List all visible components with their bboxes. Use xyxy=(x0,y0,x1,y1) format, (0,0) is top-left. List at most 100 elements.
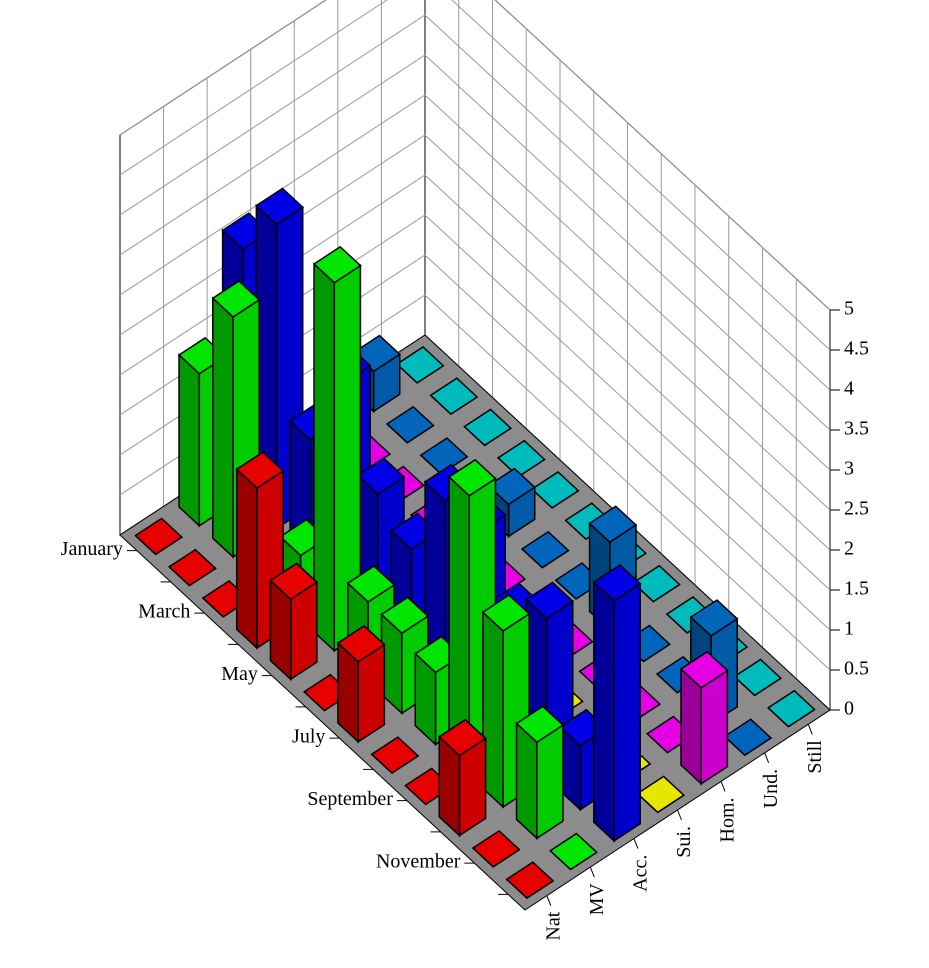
bar-top xyxy=(168,548,217,587)
z-tick-label: 1 xyxy=(844,618,854,640)
bar-side xyxy=(212,296,234,559)
bar-side xyxy=(680,667,702,786)
bar-top xyxy=(588,505,638,544)
bar-top xyxy=(636,775,686,814)
row-label: November xyxy=(376,851,461,873)
bar xyxy=(395,346,445,384)
bar xyxy=(312,245,362,653)
bar-side xyxy=(515,721,538,840)
z-tick-label: 3.5 xyxy=(844,418,869,440)
bar-top xyxy=(235,451,285,489)
z-tick-label: 0.5 xyxy=(844,658,869,680)
bar xyxy=(679,650,729,786)
bar-top xyxy=(515,705,565,744)
bar-top xyxy=(447,458,497,497)
grid-line xyxy=(119,0,831,311)
bar xyxy=(723,718,773,757)
col-tick xyxy=(764,752,770,764)
bar-top xyxy=(592,564,642,602)
row-label: September xyxy=(307,788,393,810)
bar xyxy=(766,689,816,728)
z-tick-label: 5 xyxy=(844,298,854,320)
bar-top xyxy=(346,565,396,603)
bar-top xyxy=(471,829,521,868)
grid-line xyxy=(119,54,831,431)
col-tick xyxy=(633,838,639,849)
bar xyxy=(370,736,420,774)
row-label: July xyxy=(292,726,325,748)
bar xyxy=(520,530,570,569)
z-tick-label: 2.5 xyxy=(844,498,869,520)
z-tick-label: 4 xyxy=(844,378,854,400)
col-tick xyxy=(546,895,552,906)
bar xyxy=(592,564,642,843)
bar xyxy=(336,624,386,744)
bar xyxy=(134,517,184,556)
bar xyxy=(733,658,782,697)
bar-top xyxy=(356,457,406,496)
bar xyxy=(269,562,319,682)
col-tick xyxy=(677,809,682,821)
bar-top xyxy=(631,564,681,603)
series-label: MV xyxy=(586,883,608,916)
bar-top xyxy=(419,437,469,475)
bar-front xyxy=(536,723,564,840)
bar-top xyxy=(525,581,574,620)
bar-top xyxy=(134,517,184,556)
bar-top xyxy=(689,599,739,637)
bar-top xyxy=(505,861,555,899)
z-tick-label: 3 xyxy=(844,458,854,480)
bar-top xyxy=(438,718,487,757)
bar xyxy=(471,829,521,868)
z-tick-label: 4.5 xyxy=(844,338,869,360)
bar xyxy=(549,832,598,871)
bar-top xyxy=(380,596,430,635)
bar-front xyxy=(700,669,729,786)
bar-top xyxy=(766,689,816,728)
bar-top xyxy=(487,467,536,506)
bar-top xyxy=(463,408,512,447)
bar-top xyxy=(395,346,445,384)
z-tick-label: 0 xyxy=(844,698,854,720)
bar-top xyxy=(370,736,420,774)
grid-line xyxy=(119,134,831,511)
bar-side xyxy=(178,353,201,528)
series-label: Nat xyxy=(542,911,564,940)
grid-line xyxy=(119,0,831,351)
bar xyxy=(168,548,217,587)
bar-top xyxy=(269,562,319,601)
bar-top xyxy=(481,594,531,632)
col-tick xyxy=(720,781,726,792)
bar-top xyxy=(520,530,570,569)
bar xyxy=(515,705,565,840)
series-label: Still xyxy=(804,740,826,774)
series-label: Und. xyxy=(760,769,782,808)
row-label: January xyxy=(61,538,123,560)
grid-line xyxy=(119,14,831,391)
row-label: May xyxy=(221,663,258,685)
bar xyxy=(636,775,686,814)
grid-line xyxy=(119,94,831,471)
bar xyxy=(631,564,681,603)
series-label: Sui. xyxy=(673,826,695,858)
bar-side xyxy=(235,467,258,650)
bar-top xyxy=(211,280,261,318)
col-tick xyxy=(807,724,813,735)
bar-top xyxy=(723,718,773,757)
series-label: Acc. xyxy=(630,855,652,892)
bar xyxy=(438,718,487,838)
bar xyxy=(429,377,479,416)
bar-top xyxy=(549,832,598,871)
bar-top xyxy=(530,471,580,509)
bar xyxy=(530,471,580,509)
bar-top xyxy=(733,658,782,697)
row-label: March xyxy=(138,601,190,623)
bar-top xyxy=(429,377,479,416)
z-tick-label: 1.5 xyxy=(844,578,869,600)
bar xyxy=(463,408,512,447)
bar-top xyxy=(679,650,729,689)
bar-top xyxy=(255,187,304,226)
col-tick xyxy=(589,866,595,878)
bar-front xyxy=(613,582,641,843)
